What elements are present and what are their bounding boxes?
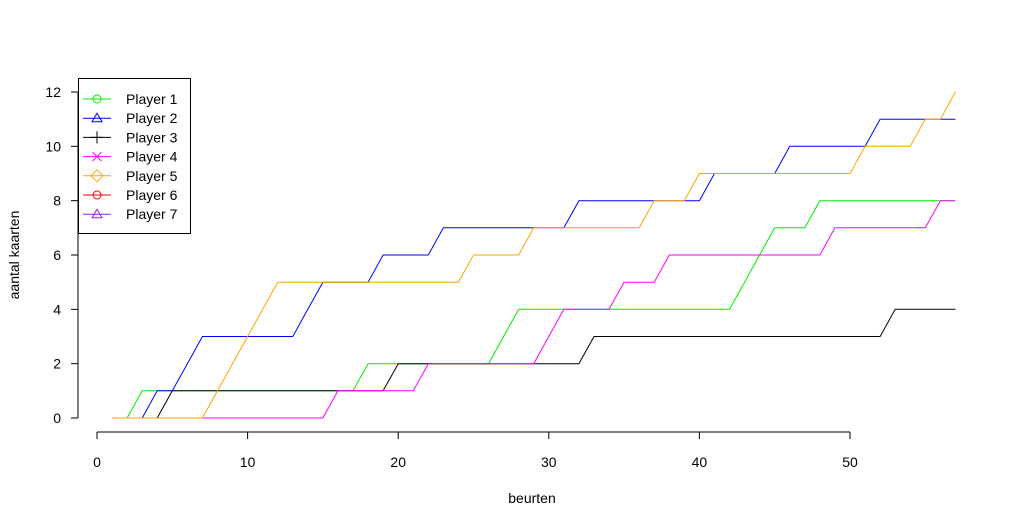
legend-item: Player 6	[83, 187, 178, 203]
x-axis: 0 10 20 30 40 50	[93, 431, 858, 470]
series-line-player-1	[112, 200, 956, 419]
legend-item: Player 2	[83, 110, 178, 126]
x-tick-label: 10	[240, 454, 256, 470]
series-line-player-4	[112, 200, 956, 419]
x-tick-label: 20	[390, 454, 406, 470]
y-tick-label: 10	[45, 138, 61, 154]
y-tick-label: 4	[53, 301, 61, 317]
legend-marker-triangle-icon	[91, 112, 103, 123]
legend-label: Player 3	[126, 129, 178, 145]
legend-marker-circle-icon	[92, 94, 102, 104]
legend-label: Player 6	[126, 187, 178, 203]
legend-label: Player 4	[126, 149, 178, 165]
x-tick-label: 50	[842, 454, 858, 470]
legend-marker-plus-icon	[91, 131, 103, 144]
legend-item: Player 3	[83, 129, 178, 145]
legend-marker-cross-icon	[92, 151, 102, 162]
x-axis-label: beurten	[508, 490, 555, 506]
legend-label: Player 2	[126, 110, 178, 126]
series-layer	[112, 91, 956, 419]
y-tick-label: 8	[53, 193, 61, 209]
legend-label: Player 1	[126, 91, 178, 107]
series-line-player-2	[112, 118, 956, 419]
y-tick-label: 2	[53, 356, 61, 372]
x-tick-label: 0	[93, 454, 101, 470]
series-line-player-5	[112, 91, 956, 419]
legend: Player 1 Player 2 Player 3 Player 4 Player 5…	[78, 78, 191, 234]
legend-item: Player 7	[83, 206, 178, 222]
legend-marker-diamond-icon	[90, 169, 104, 183]
legend-item: Player 4	[83, 149, 178, 165]
legend-marker-triangle-icon	[91, 208, 103, 219]
x-tick-label: 40	[692, 454, 708, 470]
x-tick-label: 30	[541, 454, 557, 470]
legend-marker-circle-icon	[92, 190, 102, 200]
legend-label: Player 5	[126, 168, 178, 184]
y-tick-label: 6	[53, 247, 61, 263]
y-axis-label: aantal kaarten	[6, 211, 22, 300]
y-tick-label: 0	[53, 410, 61, 426]
y-axis: 0 2 4 6 8 10 12	[45, 84, 79, 426]
legend-item: Player 1	[83, 91, 178, 107]
legend-item: Player 5	[83, 168, 178, 184]
y-tick-label: 12	[45, 84, 61, 100]
legend-label: Player 7	[126, 206, 178, 222]
